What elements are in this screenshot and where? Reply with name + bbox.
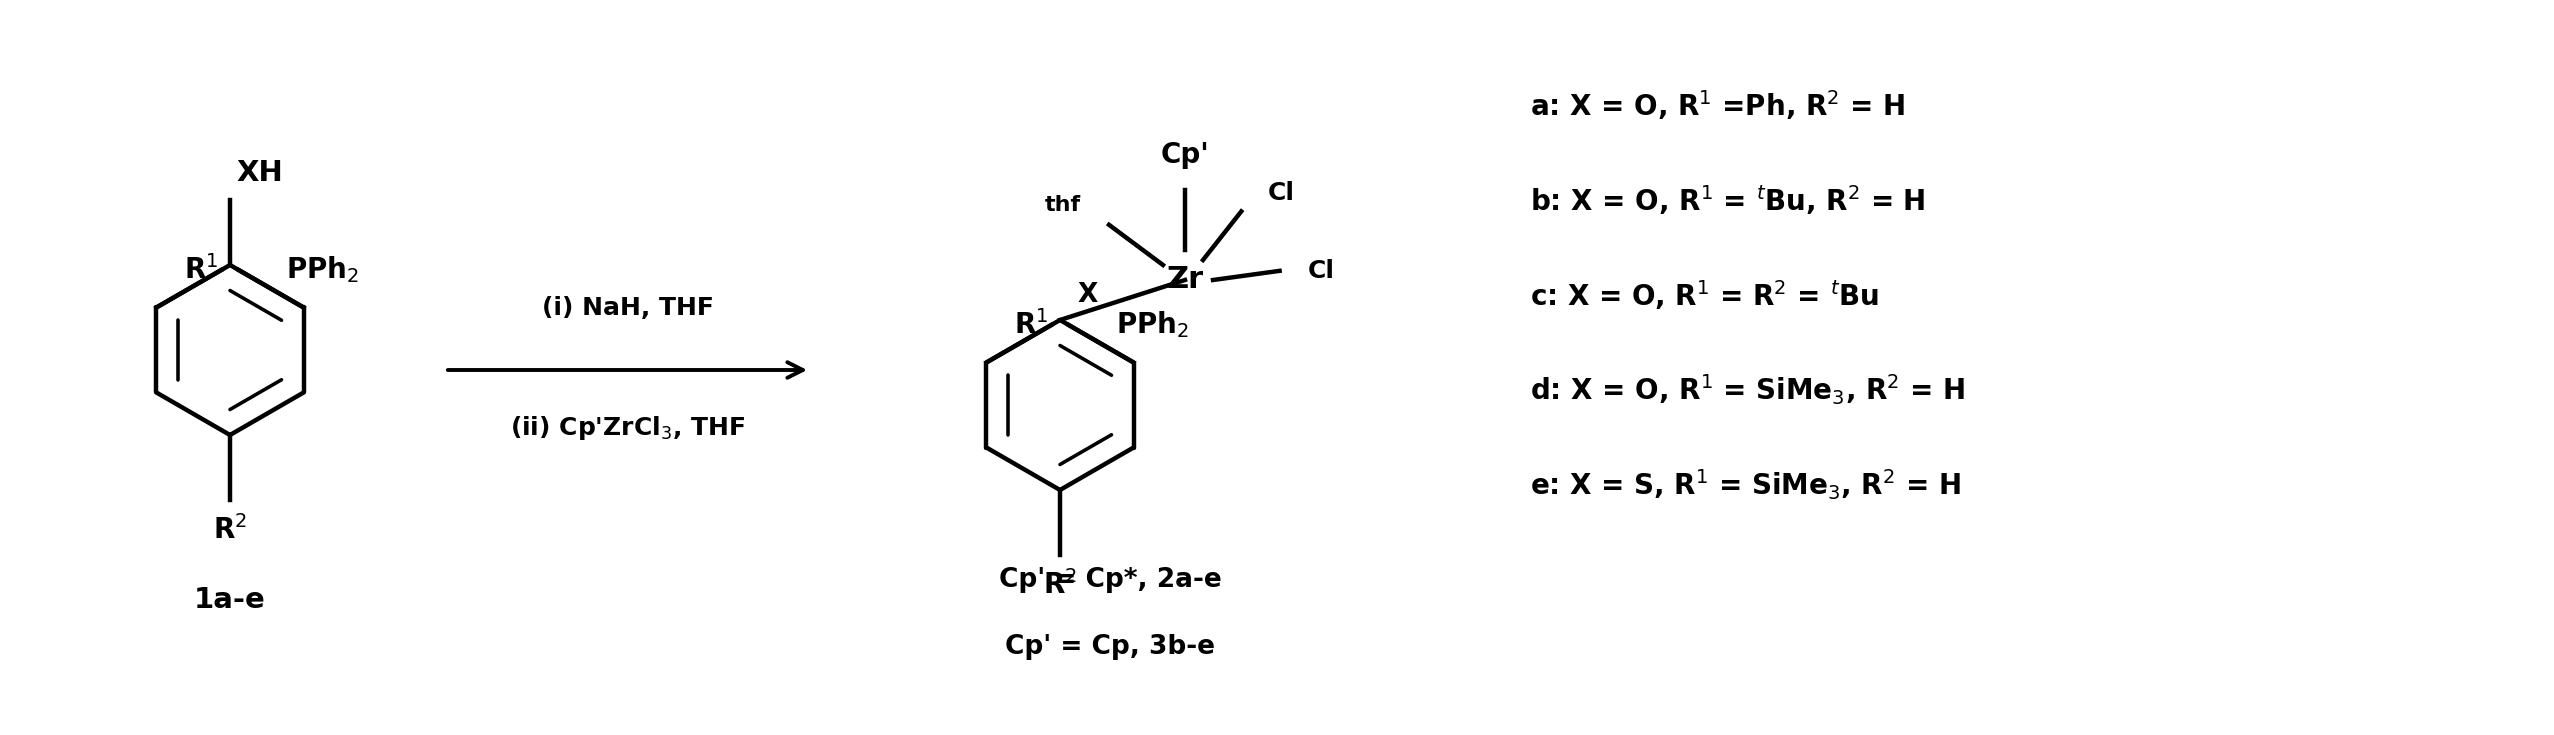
Text: Cp': Cp' [1160, 141, 1211, 169]
Text: b: X = O, R$^1$ = $^t$Bu, R$^2$ = H: b: X = O, R$^1$ = $^t$Bu, R$^2$ = H [1530, 183, 1926, 217]
Text: PPh$_2$: PPh$_2$ [1116, 309, 1190, 340]
Text: c: X = O, R$^1$ = R$^2$ = $^t$Bu: c: X = O, R$^1$ = R$^2$ = $^t$Bu [1530, 278, 1880, 312]
Text: X: X [1078, 282, 1098, 308]
Text: Zr: Zr [1167, 265, 1203, 295]
Text: PPh$_2$: PPh$_2$ [286, 254, 360, 285]
Text: thf: thf [1045, 195, 1080, 215]
Text: Cp' = Cp*, 2a-e: Cp' = Cp*, 2a-e [999, 567, 1221, 593]
Text: (i) NaH, THF: (i) NaH, THF [541, 296, 713, 320]
Text: R$^2$: R$^2$ [212, 515, 248, 545]
Text: R$^1$: R$^1$ [1014, 310, 1050, 340]
Text: (ii) Cp'ZrCl$_3$, THF: (ii) Cp'ZrCl$_3$, THF [511, 414, 746, 442]
Text: R$^1$: R$^1$ [184, 255, 220, 285]
Text: a: X = O, R$^1$ =Ph, R$^2$ = H: a: X = O, R$^1$ =Ph, R$^2$ = H [1530, 88, 1905, 122]
Text: e: X = S, R$^1$ = SiMe$_3$, R$^2$ = H: e: X = S, R$^1$ = SiMe$_3$, R$^2$ = H [1530, 467, 1961, 502]
Text: XH: XH [238, 159, 283, 187]
Text: 1a-e: 1a-e [194, 586, 266, 614]
Text: Cl: Cl [1308, 259, 1336, 283]
Text: R$^2$: R$^2$ [1042, 570, 1078, 600]
Text: Cp' = Cp, 3b-e: Cp' = Cp, 3b-e [1006, 634, 1216, 660]
Text: Cl: Cl [1267, 182, 1295, 205]
Text: d: X = O, R$^1$ = SiMe$_3$, R$^2$ = H: d: X = O, R$^1$ = SiMe$_3$, R$^2$ = H [1530, 373, 1967, 407]
